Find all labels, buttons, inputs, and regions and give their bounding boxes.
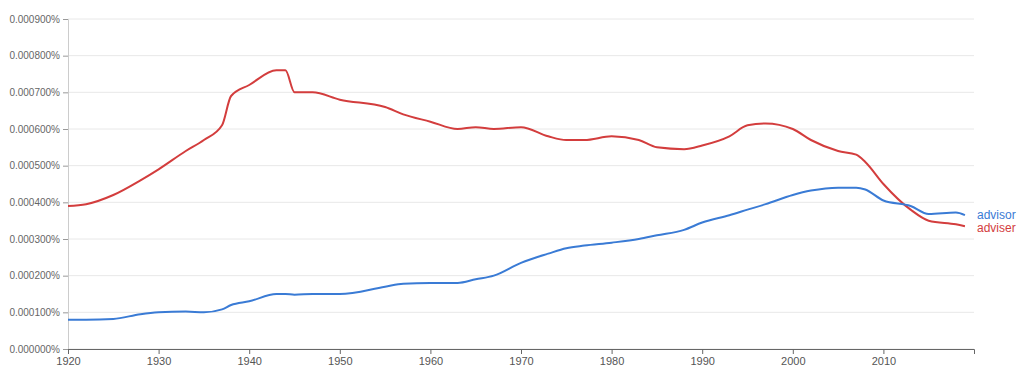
y-tick: 0.000800% (9, 50, 68, 61)
y-tick-label: 0.000200% (9, 270, 60, 281)
x-tick-label: 1980 (600, 355, 624, 367)
x-tick-mark (521, 349, 522, 354)
x-tick-mark (430, 349, 431, 354)
y-tick: 0.000500% (9, 160, 68, 171)
x-tick-label: 1920 (56, 355, 80, 367)
series-labels: advisoradviser (977, 208, 1016, 235)
x-tick-label: 1990 (690, 355, 714, 367)
x-axis: 1920 1930 1940 1950 1960 1970 1980 1990 2000 2010 (56, 349, 974, 367)
y-tick: 0.000900% (9, 14, 68, 25)
x-tick-label: 2000 (781, 355, 805, 367)
grid (68, 19, 974, 349)
series-line (68, 70, 965, 226)
x-tick: 1950 (328, 349, 352, 367)
y-tick: 0.000000% (9, 344, 68, 355)
grid-line (68, 92, 974, 93)
y-tick-mark (63, 239, 68, 240)
x-axis-line (69, 350, 975, 355)
y-tick-mark (63, 349, 68, 350)
y-tick-mark (63, 312, 68, 313)
x-tick-mark (702, 349, 703, 354)
plot: 0.000000% 0.000100% 0.000200% 0.000300% 0.00… (9, 14, 1015, 367)
y-tick-label: 0.000100% (9, 307, 60, 318)
y-tick: 0.000300% (9, 234, 68, 245)
grid-line (68, 165, 974, 166)
y-tick-label: 0.000900% (9, 14, 60, 25)
x-tick: 2000 (781, 349, 805, 367)
y-tick-label: 0.000800% (9, 50, 60, 61)
grid-line (68, 202, 974, 203)
chart: 0.000000% 0.000100% 0.000200% 0.000300% 0.00… (0, 0, 1024, 374)
y-tick: 0.000600% (9, 124, 68, 135)
y-tick-label: 0.000600% (9, 124, 60, 135)
x-tick-mark (249, 349, 250, 354)
x-tick-label: 1960 (419, 355, 443, 367)
x-tick-mark (883, 349, 884, 354)
x-tick-mark (159, 349, 160, 354)
x-tick: 2010 (872, 349, 896, 367)
y-tick: 0.000100% (9, 307, 68, 318)
y-tick: 0.000400% (9, 197, 68, 208)
y-tick-mark (63, 276, 68, 277)
series-label: adviser (977, 221, 1016, 235)
x-tick-mark (612, 349, 613, 354)
lines (68, 70, 965, 319)
x-tick: 1960 (419, 349, 443, 367)
y-tick-mark (63, 92, 68, 93)
x-tick: 1930 (147, 349, 171, 367)
x-tick: 1920 (56, 349, 80, 367)
x-tick-mark (340, 349, 341, 354)
x-tick-mark (793, 349, 794, 354)
x-tick-label: 1970 (509, 355, 533, 367)
x-tick-label: 1940 (237, 355, 261, 367)
y-tick-label: 0.000400% (9, 197, 60, 208)
x-tick: 1980 (600, 349, 624, 367)
x-tick: 1940 (237, 349, 261, 367)
y-tick-label: 0.000500% (9, 160, 60, 171)
y-tick-mark (63, 129, 68, 130)
y-tick-label: 0.000700% (9, 87, 60, 98)
grid-line (68, 129, 974, 130)
y-tick-mark (63, 56, 68, 57)
grid-line (68, 239, 974, 240)
series-line (68, 188, 965, 320)
y-tick: 0.000200% (9, 270, 68, 281)
y-tick-label: 0.000300% (9, 234, 60, 245)
x-tick-label: 2010 (872, 355, 896, 367)
y-tick-mark (63, 19, 68, 20)
grid-line (68, 19, 974, 20)
y-axis-line (63, 20, 69, 350)
x-tick-label: 1930 (147, 355, 171, 367)
grid-line (68, 275, 974, 276)
x-tick: 1990 (690, 349, 714, 367)
y-tick-mark (63, 202, 68, 203)
series-label: advisor (977, 208, 1016, 222)
x-tick-label: 1950 (328, 355, 352, 367)
grid-line (68, 55, 974, 56)
y-tick-label: 0.000000% (9, 344, 60, 355)
x-tick: 1970 (509, 349, 533, 367)
y-axis: 0.000000% 0.000100% 0.000200% 0.000300% 0.00… (9, 14, 68, 355)
y-tick-mark (63, 166, 68, 167)
x-tick-mark (68, 349, 69, 354)
y-tick: 0.000700% (9, 87, 68, 98)
